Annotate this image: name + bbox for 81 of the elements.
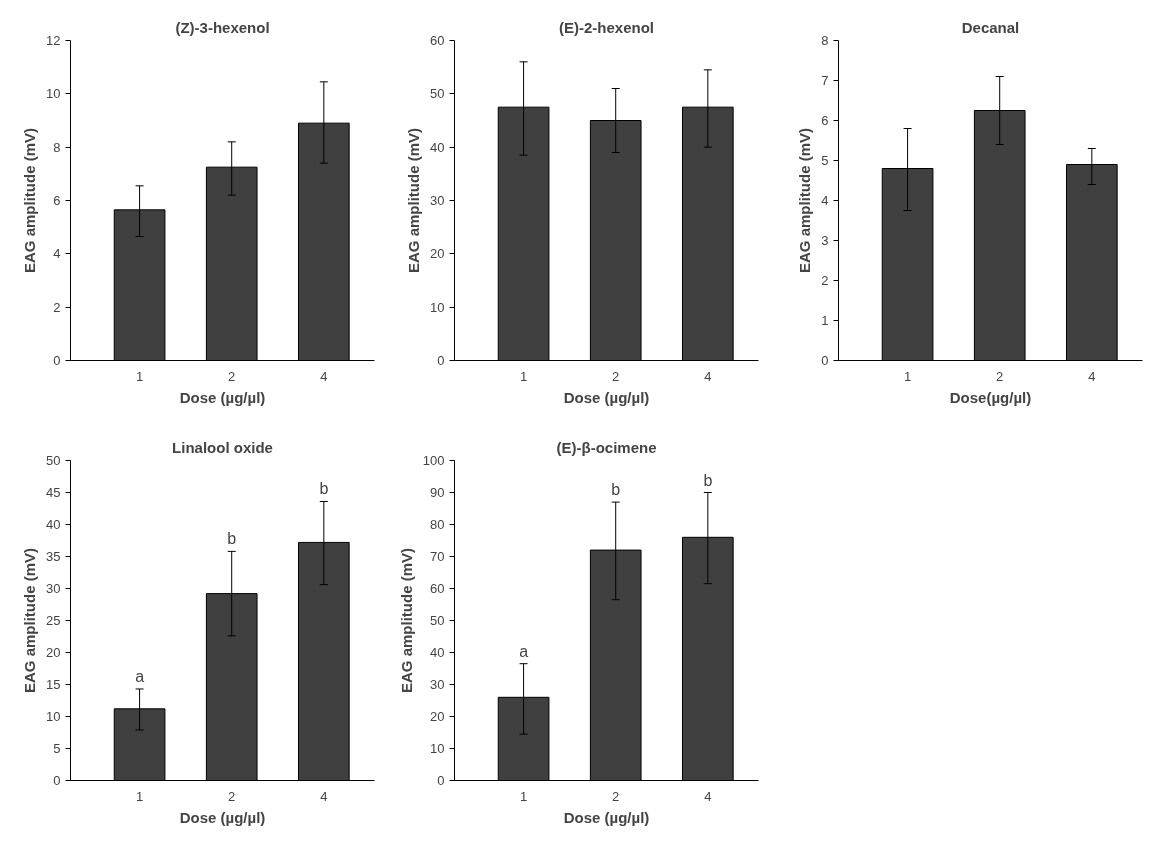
x-tick-label: 1: [519, 368, 528, 384]
chart-title: (Z)-3-hexenol: [175, 18, 270, 36]
y-tick-label: 100: [422, 453, 445, 468]
annotation: b: [703, 471, 713, 489]
y-tick-label: 80: [430, 517, 445, 532]
y-axis-title: EAG amplitude (mV): [21, 127, 39, 274]
chart-title: Linalool oxide: [172, 438, 273, 456]
x-tick-label: 2: [996, 368, 1004, 384]
y-tick-label: 50: [46, 453, 61, 468]
y-tick-label: 0: [437, 773, 445, 788]
y-tick-label: 45: [46, 485, 61, 500]
x-tick-label: 1: [135, 788, 144, 804]
y-tick-label: 50: [430, 613, 445, 628]
y-tick-label: 0: [53, 353, 61, 368]
y-tick-label: 0: [437, 353, 445, 368]
annotation: a: [519, 642, 529, 660]
y-axis-title: EAG amplitude (mV): [397, 547, 415, 694]
y-tick-label: 3: [821, 233, 829, 248]
y-tick-label: 6: [821, 113, 829, 128]
y-tick-label: 30: [46, 581, 61, 596]
annotation: b: [611, 481, 621, 499]
x-tick-label: 1: [903, 368, 912, 384]
x-axis-title: Dose(µg/µl): [949, 388, 1032, 406]
y-tick-label: 10: [46, 86, 61, 102]
x-axis-title: Dose (µg/µl): [179, 808, 266, 826]
y-tick-label: 10: [46, 709, 61, 724]
annotation: b: [319, 480, 329, 498]
y-axis-title: EAG amplitude (mV): [405, 127, 423, 274]
annotation: a: [135, 667, 145, 685]
y-tick-label: 20: [430, 246, 445, 262]
x-axis-title: Dose (µg/µl): [179, 388, 266, 406]
y-tick-label: 8: [53, 139, 61, 155]
chart-title: (E)-β-ocimene: [556, 438, 657, 456]
y-tick-label: 0: [53, 773, 61, 788]
y-tick-label: 60: [430, 33, 445, 48]
x-axis-title: Dose (µg/µl): [563, 808, 650, 826]
x-tick-label: 4: [704, 788, 712, 804]
y-tick-label: 7: [821, 73, 829, 88]
x-tick-label: 2: [228, 788, 236, 804]
y-tick-label: 30: [430, 677, 445, 692]
y-tick-label: 5: [53, 741, 61, 756]
y-tick-label: 2: [821, 273, 829, 288]
chart-title: Decanal: [961, 18, 1020, 36]
y-tick-label: 4: [53, 246, 61, 262]
y-tick-label: 90: [430, 485, 445, 500]
chart-title: (E)-2-hexenol: [559, 18, 655, 36]
y-tick-label: 5: [821, 153, 829, 168]
x-tick-label: 4: [1088, 368, 1096, 384]
x-tick-label: 1: [519, 788, 528, 804]
y-tick-label: 70: [430, 549, 445, 564]
y-tick-label: 30: [430, 193, 445, 208]
y-tick-label: 1: [821, 313, 829, 328]
y-tick-label: 20: [430, 709, 445, 724]
y-axis-title: EAG amplitude (mV): [796, 127, 814, 274]
y-tick-label: 40: [430, 645, 445, 660]
annotation: b: [227, 530, 237, 548]
x-tick-label: 4: [704, 368, 712, 384]
y-tick-label: 15: [46, 677, 61, 692]
x-tick-label: 4: [320, 788, 328, 804]
y-tick-label: 20: [46, 645, 61, 660]
x-tick-label: 4: [320, 368, 328, 384]
x-tick-label: 2: [612, 368, 620, 384]
x-axis-title: Dose (µg/µl): [563, 388, 650, 406]
x-tick-label: 2: [228, 368, 236, 384]
y-tick-label: 60: [430, 581, 445, 596]
y-tick-label: 40: [430, 139, 445, 155]
y-tick-label: 12: [46, 33, 61, 48]
y-axis-title: EAG amplitude (mV): [21, 547, 39, 694]
y-tick-label: 4: [821, 193, 829, 208]
y-tick-label: 2: [53, 299, 61, 315]
y-tick-label: 10: [430, 299, 445, 315]
y-tick-label: 10: [430, 741, 445, 756]
y-tick-label: 6: [53, 193, 61, 208]
y-tick-label: 0: [821, 353, 829, 368]
y-tick-label: 35: [46, 549, 61, 564]
x-tick-label: 1: [135, 368, 144, 384]
y-tick-label: 40: [46, 517, 61, 532]
x-tick-label: 2: [612, 788, 620, 804]
y-tick-label: 50: [430, 86, 445, 102]
y-tick-label: 8: [821, 33, 829, 48]
y-tick-label: 25: [46, 613, 61, 628]
